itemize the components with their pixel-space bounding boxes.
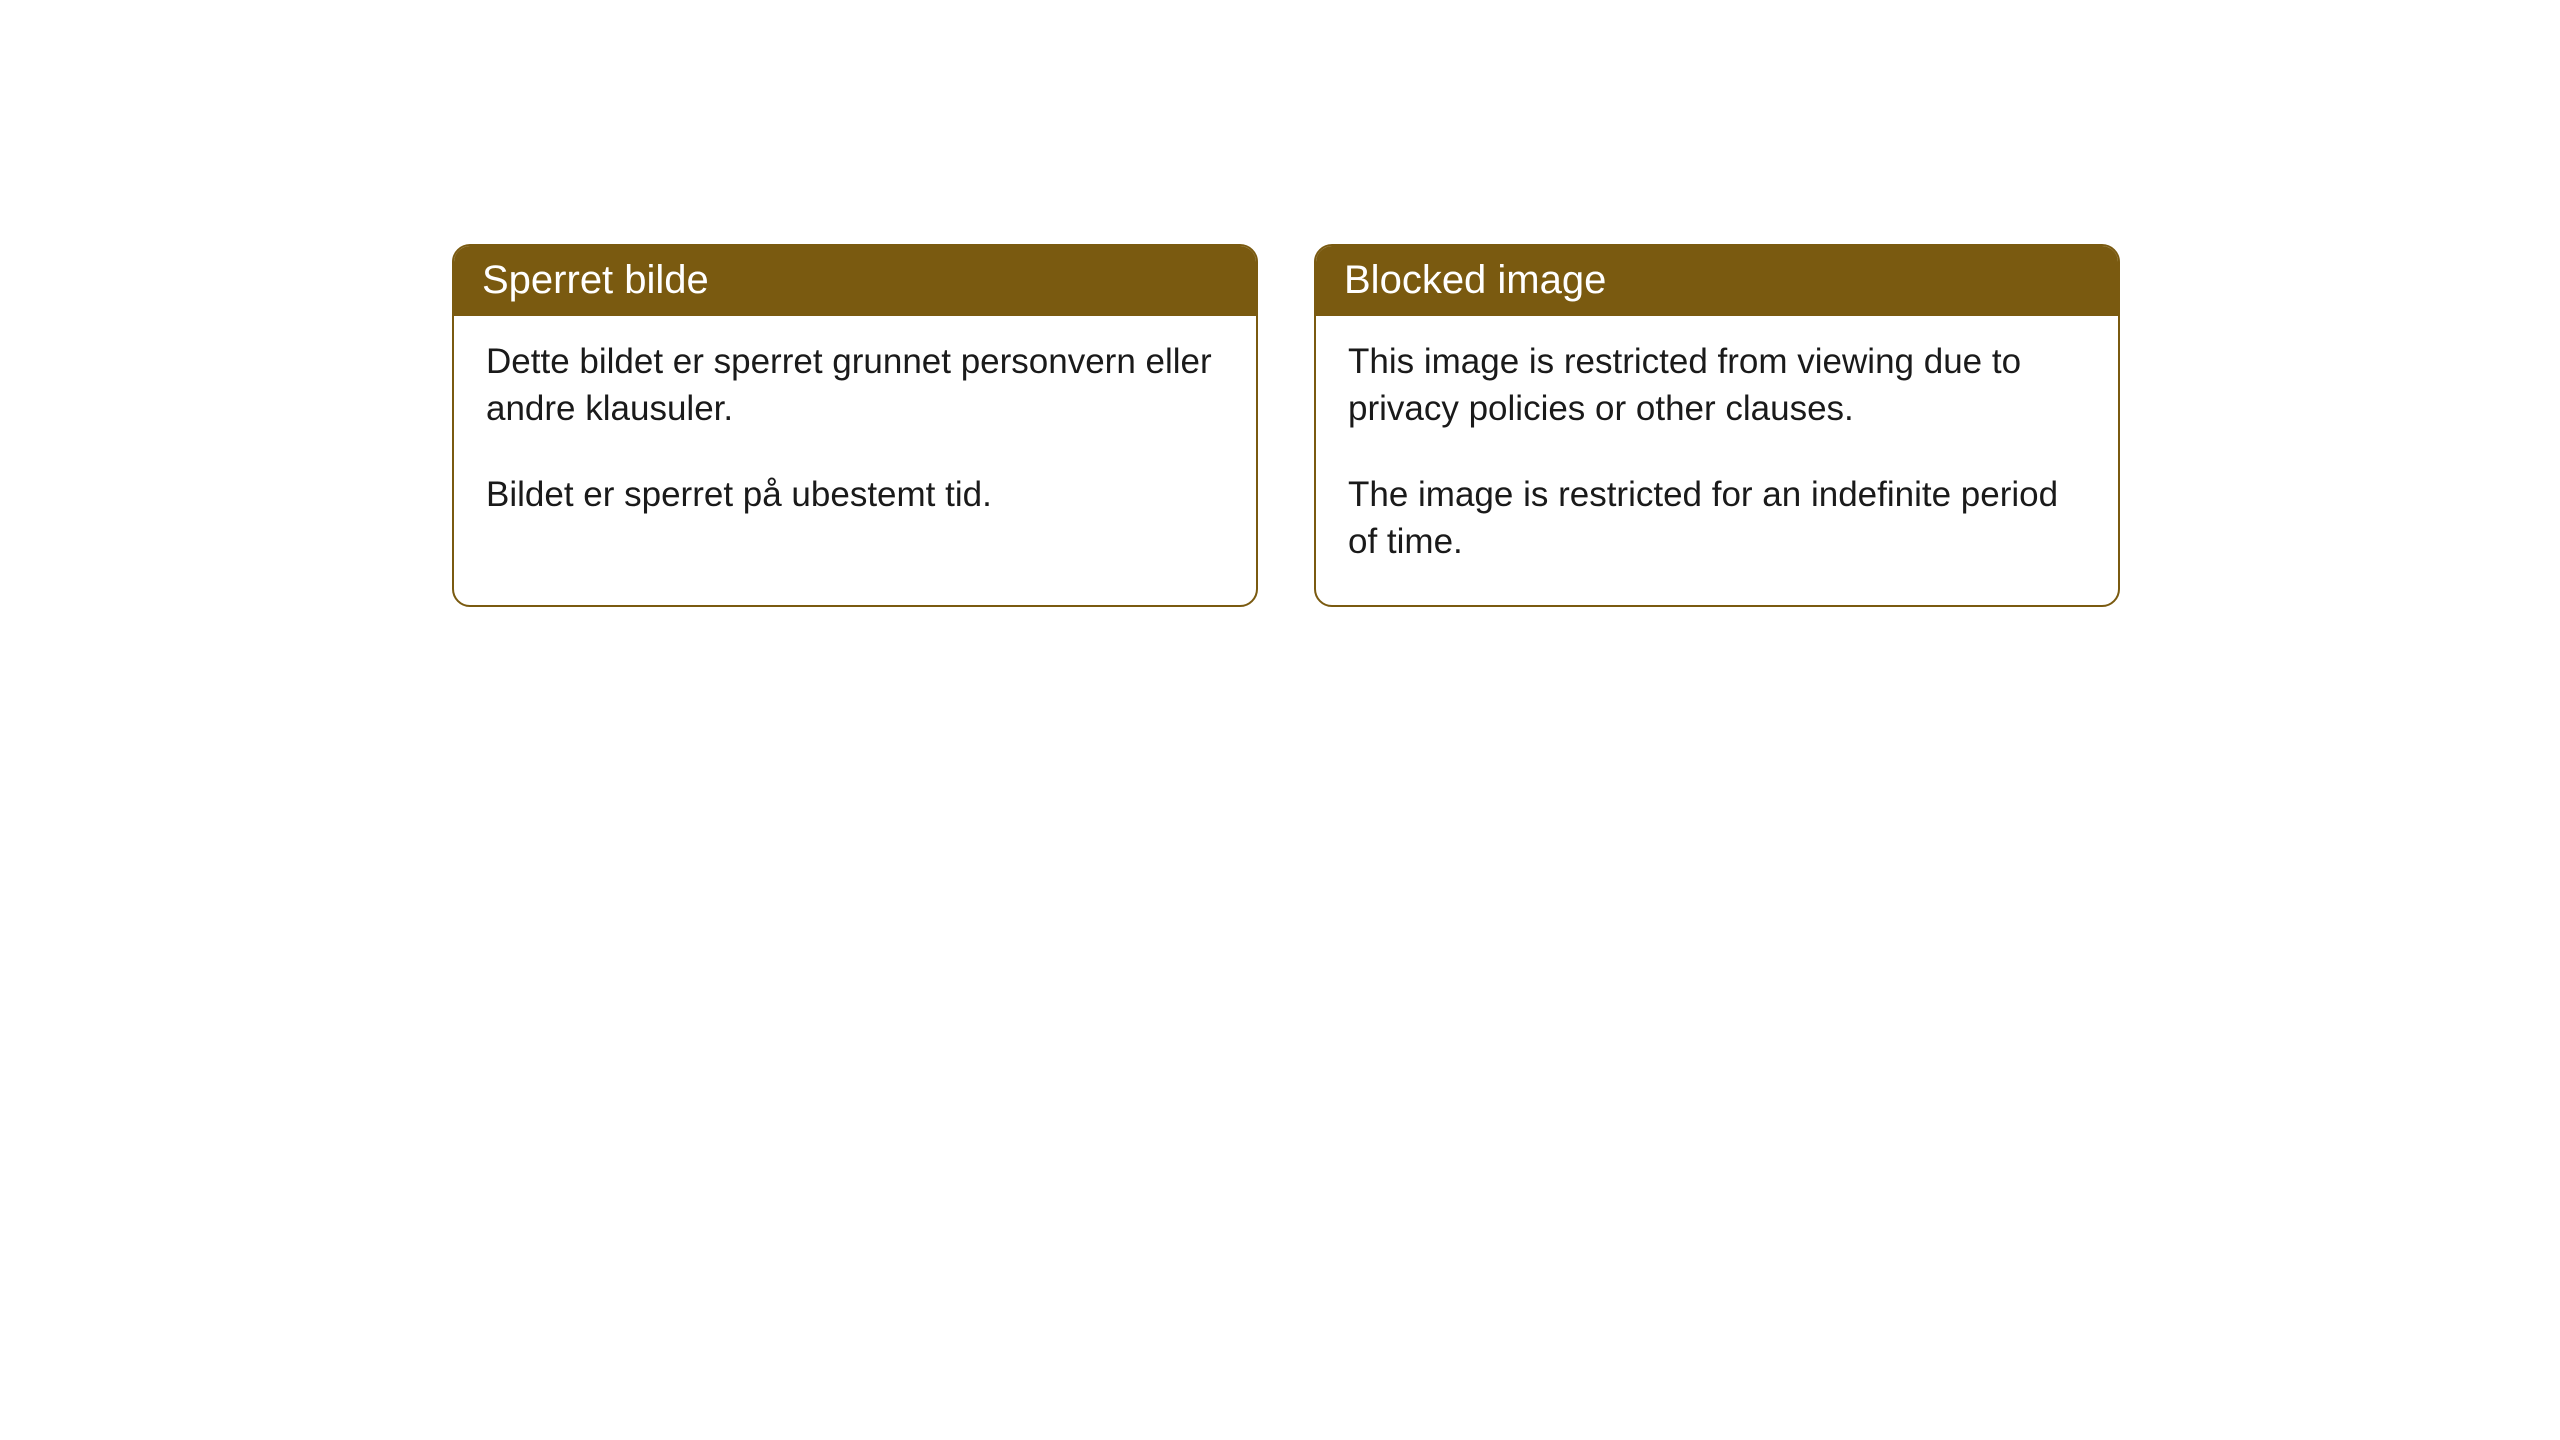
card-body: Dette bildet er sperret grunnet personve… [454,316,1256,558]
card-paragraph: Bildet er sperret på ubestemt tid. [486,471,1224,518]
cards-container: Sperret bilde Dette bildet er sperret gr… [452,244,2560,607]
card-norwegian: Sperret bilde Dette bildet er sperret gr… [452,244,1258,607]
card-header: Sperret bilde [454,246,1256,316]
card-paragraph: Dette bildet er sperret grunnet personve… [486,338,1224,433]
card-title: Sperret bilde [482,258,709,302]
card-paragraph: This image is restricted from viewing du… [1348,338,2086,433]
card-body: This image is restricted from viewing du… [1316,316,2118,605]
card-header: Blocked image [1316,246,2118,316]
card-english: Blocked image This image is restricted f… [1314,244,2120,607]
card-title: Blocked image [1344,258,1606,302]
card-paragraph: The image is restricted for an indefinit… [1348,471,2086,566]
